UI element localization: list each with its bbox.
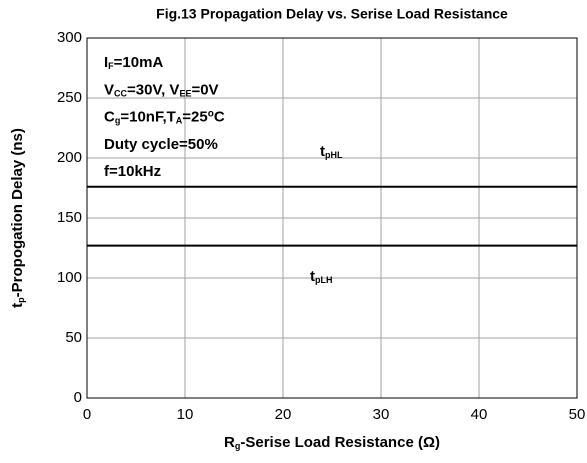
annotation: IF=10mA xyxy=(104,54,163,71)
x-tick-label: 40 xyxy=(471,406,488,423)
superscript: o xyxy=(208,108,214,119)
text-part: t xyxy=(320,143,325,160)
x-tick-label: 0 xyxy=(83,406,91,423)
x-tick-label: 10 xyxy=(177,406,194,423)
subscript: g xyxy=(115,115,121,125)
x-axis-label: Rg-Serise Load Resistance (Ω) xyxy=(224,434,440,451)
subscript: CC xyxy=(114,88,127,98)
text-part: f=10kHz xyxy=(104,163,161,180)
text-part: t xyxy=(9,303,26,308)
annotation: f=10kHz xyxy=(104,163,161,180)
text-part: V xyxy=(104,81,114,98)
text-part: C xyxy=(214,109,225,126)
text-part: =30V, V xyxy=(127,81,179,98)
text-part: t xyxy=(310,268,315,285)
series-label: tpHL xyxy=(320,143,343,160)
text-part: -Serise Load Resistance (Ω) xyxy=(240,434,440,451)
y-tick-label: 50 xyxy=(65,329,82,346)
text-part: R xyxy=(224,434,235,451)
chart-title: Fig.13 Propagation Delay vs. Serise Load… xyxy=(156,6,508,22)
y-axis-label: tp-Propogation Delay (ns) xyxy=(9,128,26,308)
y-tick-label: 300 xyxy=(57,29,82,46)
subscript: F xyxy=(108,61,114,71)
annotation: VCC=30V, VEE=0V xyxy=(104,81,219,98)
subscript: EE xyxy=(179,88,191,98)
subscript: g xyxy=(235,441,241,451)
text-part: =10nF,T xyxy=(120,109,175,126)
x-tick-label: 30 xyxy=(373,406,390,423)
series-label: tpLH xyxy=(310,268,333,285)
y-tick-label: 0 xyxy=(74,389,82,406)
text-part: Duty cycle=50% xyxy=(104,136,218,153)
text-part: I xyxy=(104,54,108,71)
y-tick-label: 200 xyxy=(57,149,82,166)
text-part: =10mA xyxy=(114,54,164,71)
subscript: pLH xyxy=(315,275,333,285)
text-part: =25 xyxy=(182,109,207,126)
x-tick-label: 50 xyxy=(569,406,586,423)
x-tick-label: 20 xyxy=(275,406,292,423)
annotation: Duty cycle=50% xyxy=(104,136,218,153)
y-tick-label: 100 xyxy=(57,269,82,286)
text-part: =0V xyxy=(191,81,218,98)
y-tick-label: 150 xyxy=(57,209,82,226)
text-part: -Propogation Delay (ns) xyxy=(9,128,26,297)
subscript: p xyxy=(16,297,26,303)
y-tick-label: 250 xyxy=(57,89,82,106)
subscript: pHL xyxy=(325,150,343,160)
annotation: Cg=10nF,TA=25oC xyxy=(104,108,225,125)
subscript: A xyxy=(176,115,183,125)
text-part: C xyxy=(104,109,115,126)
plot-border xyxy=(86,37,578,399)
